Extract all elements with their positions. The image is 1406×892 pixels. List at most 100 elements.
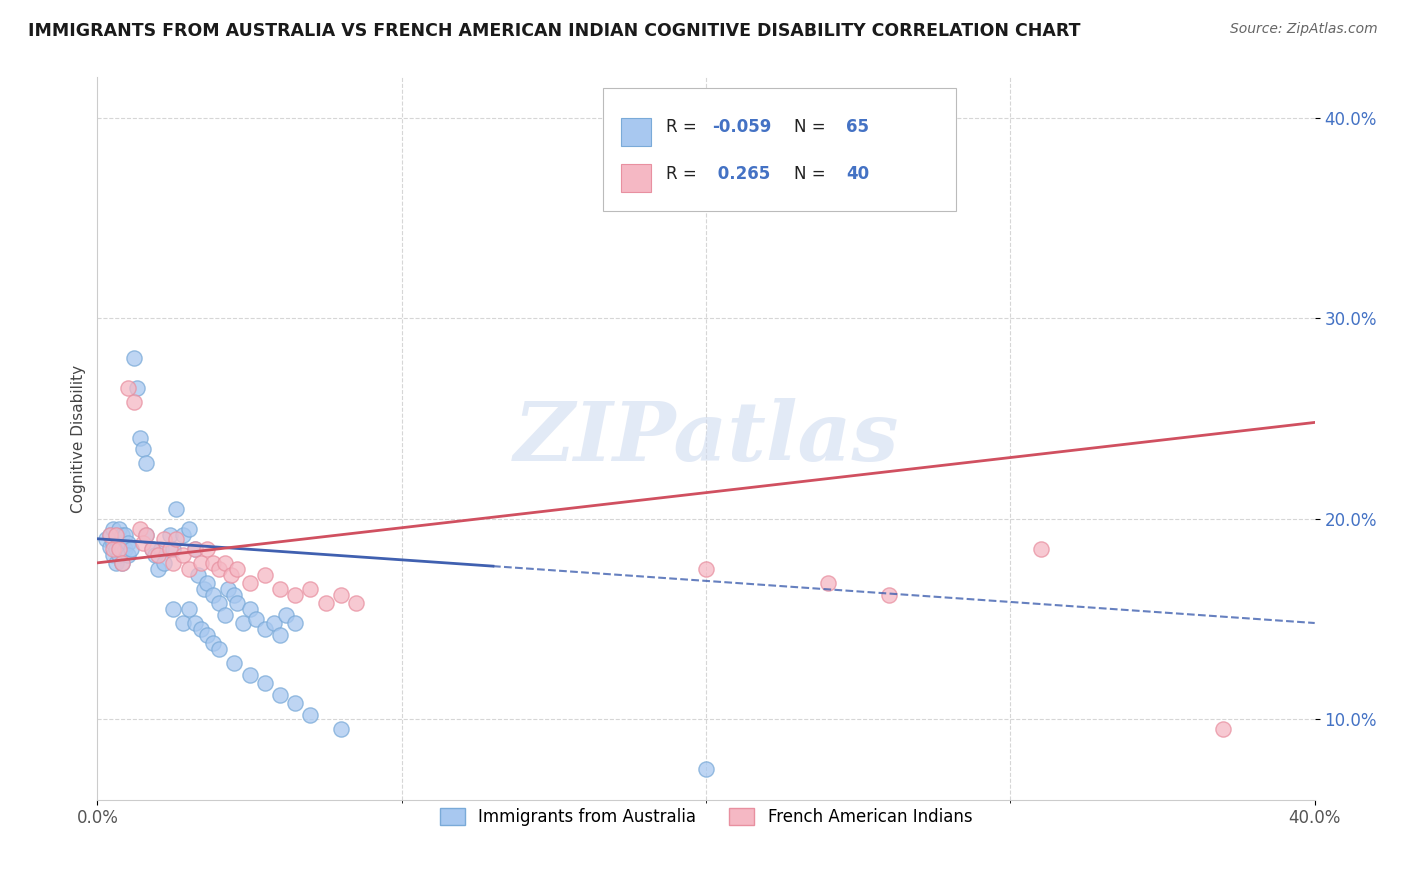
Point xyxy=(232,615,254,630)
Point xyxy=(143,548,166,562)
Point xyxy=(238,602,260,616)
Point xyxy=(141,541,163,556)
Point xyxy=(284,615,307,630)
Point xyxy=(107,536,129,550)
Point xyxy=(101,536,124,550)
Point xyxy=(253,567,276,582)
Point xyxy=(104,528,127,542)
Point xyxy=(132,536,155,550)
Point xyxy=(1212,723,1234,737)
Point xyxy=(122,351,145,366)
Point xyxy=(104,541,127,556)
FancyBboxPatch shape xyxy=(621,119,651,146)
Point xyxy=(135,528,157,542)
Point xyxy=(98,528,121,542)
Point xyxy=(695,763,717,777)
Point xyxy=(263,615,285,630)
Point xyxy=(195,575,218,590)
Point xyxy=(107,548,129,562)
Point xyxy=(695,562,717,576)
Point xyxy=(195,541,218,556)
Point xyxy=(329,723,352,737)
Point xyxy=(148,548,170,562)
Text: IMMIGRANTS FROM AUSTRALIA VS FRENCH AMERICAN INDIAN COGNITIVE DISABILITY CORRELA: IMMIGRANTS FROM AUSTRALIA VS FRENCH AMER… xyxy=(28,22,1081,40)
Point xyxy=(226,596,249,610)
Point xyxy=(98,540,121,554)
FancyBboxPatch shape xyxy=(621,164,651,192)
Point xyxy=(153,532,176,546)
Point xyxy=(141,541,163,556)
Point xyxy=(150,541,173,556)
Point xyxy=(877,588,900,602)
Point xyxy=(201,636,224,650)
Point xyxy=(208,596,231,610)
Point xyxy=(107,522,129,536)
Point xyxy=(101,541,124,556)
Point xyxy=(114,528,136,542)
Point xyxy=(159,541,181,556)
Point xyxy=(253,622,276,636)
Point xyxy=(219,567,242,582)
FancyBboxPatch shape xyxy=(603,88,956,211)
Text: Source: ZipAtlas.com: Source: ZipAtlas.com xyxy=(1230,22,1378,37)
Point xyxy=(172,528,194,542)
Point xyxy=(274,607,297,622)
Point xyxy=(269,628,291,642)
Point xyxy=(111,556,134,570)
Point xyxy=(172,548,194,562)
Point xyxy=(117,381,139,395)
Text: 0.265: 0.265 xyxy=(711,165,770,183)
Point xyxy=(214,556,236,570)
Point xyxy=(208,642,231,657)
Point xyxy=(159,528,181,542)
Point xyxy=(238,575,260,590)
Point xyxy=(187,567,209,582)
Text: ZIPatlas: ZIPatlas xyxy=(513,399,898,478)
Point xyxy=(111,541,134,556)
Text: R =: R = xyxy=(666,165,702,183)
Point xyxy=(98,528,121,542)
Point xyxy=(135,456,157,470)
Point xyxy=(226,562,249,576)
Point xyxy=(190,622,212,636)
Point xyxy=(329,588,352,602)
Point xyxy=(122,395,145,409)
Text: 65: 65 xyxy=(846,118,869,136)
Point xyxy=(253,676,276,690)
Point xyxy=(111,556,134,570)
Point xyxy=(214,607,236,622)
Legend: Immigrants from Australia, French American Indians: Immigrants from Australia, French Americ… xyxy=(432,800,980,835)
Point xyxy=(269,688,291,702)
Text: 40: 40 xyxy=(846,165,869,183)
Point xyxy=(148,562,170,576)
Point xyxy=(162,541,184,556)
Point xyxy=(132,442,155,456)
Text: N =: N = xyxy=(793,118,831,136)
Point xyxy=(96,532,118,546)
Point xyxy=(177,602,200,616)
Point xyxy=(120,541,142,556)
Point xyxy=(104,556,127,570)
Point xyxy=(299,582,322,596)
Point xyxy=(153,556,176,570)
Point xyxy=(177,562,200,576)
Point xyxy=(284,588,307,602)
Point xyxy=(1029,541,1052,556)
Point xyxy=(162,602,184,616)
Point xyxy=(129,522,152,536)
Y-axis label: Cognitive Disability: Cognitive Disability xyxy=(72,365,86,513)
Point xyxy=(162,556,184,570)
Point xyxy=(195,628,218,642)
Point xyxy=(184,541,207,556)
Point xyxy=(201,556,224,570)
Point xyxy=(135,528,157,542)
Point xyxy=(114,541,136,556)
Point xyxy=(104,528,127,542)
Point xyxy=(217,582,239,596)
Point xyxy=(111,528,134,542)
Point xyxy=(107,541,129,556)
Point xyxy=(101,548,124,562)
Point xyxy=(817,575,839,590)
Point xyxy=(166,532,188,546)
Point xyxy=(224,656,246,670)
